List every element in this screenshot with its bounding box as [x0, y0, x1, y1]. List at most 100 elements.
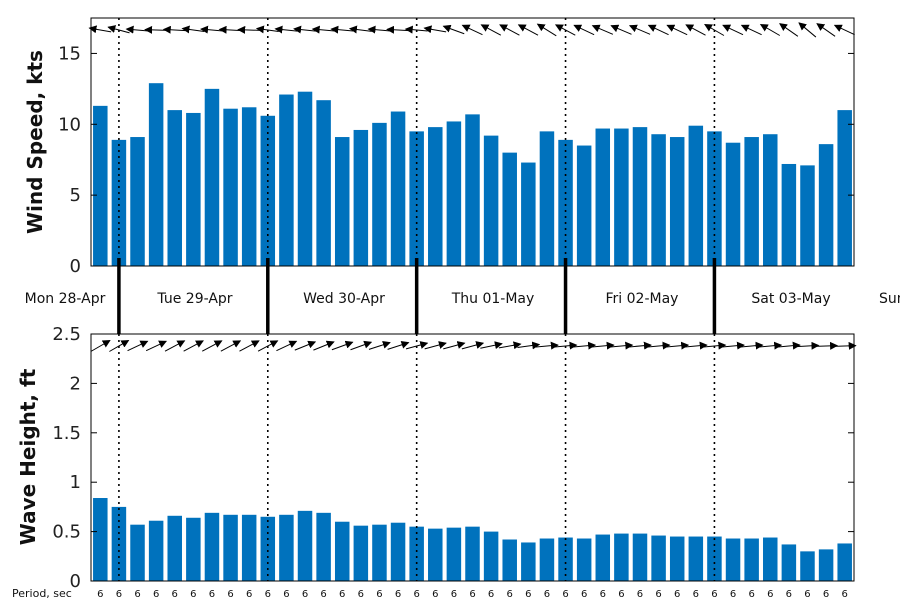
wind-y-tick-label: 5: [70, 185, 81, 206]
wind-bar: [837, 110, 852, 266]
arrow-icon: [833, 24, 855, 36]
arrow-icon: [276, 340, 298, 352]
day-separator-bars: [117, 258, 717, 334]
wind-bar: [297, 91, 313, 266]
period-value: 6: [637, 589, 643, 600]
period-value: 6: [153, 589, 159, 600]
wave-bar: [297, 510, 313, 581]
arrow-icon: [647, 24, 669, 36]
wave-bar: [688, 536, 704, 581]
wave-bar: [576, 538, 592, 581]
wind-bar: [428, 127, 443, 267]
arrow-icon: [759, 341, 783, 350]
wave-bar: [334, 521, 350, 581]
wind-bar: [725, 142, 741, 266]
period-values: 6 6 6 6 6 6 6 6 6 6 6 6 6 6 6 6 6 6 6 6 6 6 6 6 6 6 6 6 6 6 6 6 6 6 6 6 6 6 6 6…: [97, 589, 848, 600]
wind-bar: [521, 162, 536, 266]
wind-y-tick-label: 10: [58, 114, 81, 135]
wave-y-tick-label: 2: [70, 373, 81, 394]
wave-bar: [316, 512, 331, 581]
wave-y-tick-label: 1: [70, 472, 81, 493]
wind-bar: [502, 152, 517, 266]
arrow-icon: [461, 341, 485, 350]
wind-bar: [539, 131, 555, 266]
arrow-icon: [90, 339, 111, 352]
wave-bar: [632, 533, 648, 581]
arrow-icon: [666, 24, 688, 36]
day-label-thu: Thu 01-May: [451, 291, 535, 307]
day-label-wed: Wed 30-Apr: [303, 291, 385, 307]
arrow-icon: [442, 24, 465, 35]
arrow-icon: [610, 341, 634, 350]
arrow-icon: [331, 340, 354, 351]
arrow-icon: [816, 23, 836, 37]
wind-speed-plot-frame: [90, 17, 855, 267]
wave-bar: [148, 520, 164, 581]
wave-bar: [725, 538, 741, 581]
arrow-icon: [536, 23, 557, 37]
wave-day-divider-lines: [118, 334, 716, 581]
period-value: 6: [786, 589, 792, 600]
period-value: 6: [562, 589, 568, 600]
wave-bar: [539, 538, 555, 581]
wind-speed-panel: 0 5 10 15 Wind Speed, kts: [23, 17, 855, 277]
period-value: 6: [730, 589, 736, 600]
period-value: 6: [432, 589, 438, 600]
wave-bar: [241, 514, 257, 581]
wind-bar: [818, 144, 834, 266]
arrow-icon: [443, 341, 466, 350]
arrow-icon: [740, 341, 764, 350]
wind-bar: [353, 129, 369, 266]
arrow-icon: [796, 341, 820, 350]
arrow-icon: [722, 24, 744, 36]
arrow-icon: [591, 24, 614, 35]
arrow-icon: [127, 340, 149, 352]
arrow-icon: [387, 340, 410, 350]
period-value: 6: [693, 589, 699, 600]
wave-y-tick-label: 0: [70, 571, 81, 592]
period-row-title: Period, sec: [12, 587, 72, 600]
period-value: 6: [172, 589, 178, 600]
wave-bar: [669, 536, 685, 581]
arrow-icon: [183, 340, 204, 352]
day-label-sun: Sun: [879, 291, 900, 307]
wave-height-panel: 0 0.5 1 1.5 2 2.5 Wave Height, ft: [16, 324, 857, 592]
wave-bar: [800, 551, 815, 581]
period-value: 6: [451, 589, 457, 600]
wind-bar: [688, 125, 704, 266]
period-value: 6: [283, 589, 289, 600]
wave-height-y-axis-title: Wave Height, ft: [16, 368, 40, 545]
wind-bar: [93, 105, 108, 266]
wind-bar: [241, 107, 257, 266]
wind-bar: [651, 134, 666, 266]
period-value: 6: [525, 589, 531, 600]
period-value: 6: [748, 589, 754, 600]
wave-bar: [595, 534, 611, 581]
wind-bar: [669, 137, 685, 266]
wind-y-tick-label: 15: [58, 43, 81, 64]
wave-bar: [763, 537, 778, 581]
arrow-icon: [368, 340, 391, 350]
wave-y-tick-label: 1.5: [52, 423, 81, 444]
arrow-icon: [220, 340, 242, 352]
period-value: 6: [376, 589, 382, 600]
arrow-icon: [181, 25, 205, 34]
arrow-icon: [779, 23, 799, 37]
period-value: 6: [209, 589, 215, 600]
wind-bar: [614, 128, 629, 266]
wave-bar: [818, 549, 834, 581]
wave-bar: [390, 522, 406, 581]
wave-bar: [353, 525, 369, 581]
period-value: 6: [97, 589, 103, 600]
period-value: 6: [265, 589, 271, 600]
period-value: 6: [320, 589, 326, 600]
wave-bar: [260, 516, 276, 581]
period-value: 6: [804, 589, 810, 600]
wind-speed-y-ticks: 0 5 10 15: [58, 43, 854, 277]
wind-bar: [204, 88, 220, 266]
period-value: 6: [413, 589, 419, 600]
arrow-icon: [610, 24, 632, 35]
wind-bar: [316, 100, 331, 266]
